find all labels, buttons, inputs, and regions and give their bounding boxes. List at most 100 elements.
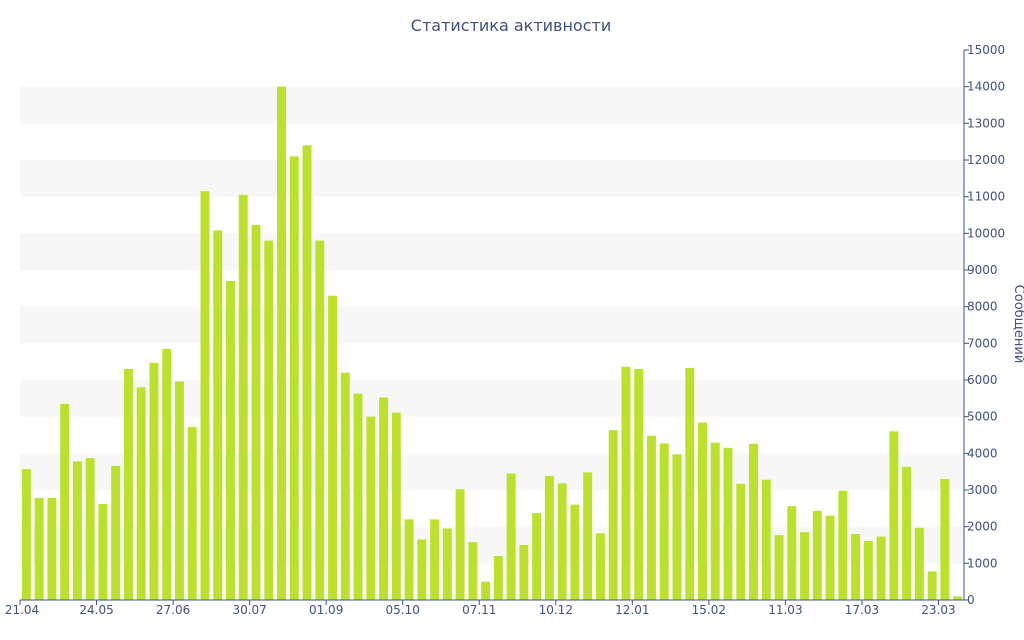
bar[interactable] <box>914 527 924 600</box>
bar[interactable] <box>876 536 886 600</box>
bar[interactable] <box>251 224 261 600</box>
x-tick-label: 30.07 <box>232 603 266 617</box>
y-tick-label: 7000 <box>967 336 998 350</box>
bar[interactable] <box>98 503 108 600</box>
bar[interactable] <box>174 381 184 600</box>
grid-band <box>20 306 964 344</box>
bar[interactable] <box>940 479 950 600</box>
bar[interactable] <box>583 472 593 600</box>
y-axis-label: Сообщений <box>1011 285 1024 364</box>
bar[interactable] <box>47 497 57 600</box>
bar[interactable] <box>187 426 197 600</box>
y-tick-label: 12000 <box>967 153 1005 167</box>
bar[interactable] <box>774 535 784 600</box>
bar[interactable] <box>213 230 223 600</box>
bar[interactable] <box>927 571 937 600</box>
bar[interactable] <box>519 545 529 600</box>
bar[interactable] <box>953 596 963 600</box>
bar[interactable] <box>838 490 848 600</box>
bar[interactable] <box>315 240 325 600</box>
x-tick-label: 21.04 <box>5 603 39 617</box>
bar[interactable] <box>72 461 82 600</box>
x-tick-label: 11.03 <box>768 603 802 617</box>
bar[interactable] <box>481 581 491 600</box>
bar[interactable] <box>506 473 516 601</box>
bar[interactable] <box>634 369 644 600</box>
y-tick-label: 4000 <box>967 446 998 460</box>
bar[interactable] <box>595 533 605 600</box>
bar[interactable] <box>685 367 695 600</box>
bar[interactable] <box>417 539 427 601</box>
y-tick-label: 13000 <box>967 116 1005 130</box>
x-tick-label: 12.01 <box>615 603 649 617</box>
bar[interactable] <box>136 387 146 600</box>
bar[interactable] <box>761 479 771 600</box>
grid-band <box>20 233 964 270</box>
x-axis-ticks: 21.04 24.05 27.06 30.07 01.09 05.10 07.11 10.12… <box>5 600 956 617</box>
bar[interactable] <box>698 422 707 600</box>
bar[interactable] <box>621 366 631 600</box>
bar[interactable] <box>493 556 503 600</box>
bar[interactable] <box>430 519 440 600</box>
bar[interactable] <box>391 412 401 600</box>
bar[interactable] <box>264 240 274 600</box>
bar[interactable] <box>34 498 44 600</box>
x-tick-label: 27.06 <box>156 603 190 617</box>
bar[interactable] <box>353 393 363 600</box>
bar[interactable] <box>825 515 835 600</box>
bar[interactable] <box>532 513 542 600</box>
x-tick-label: 07.11 <box>462 603 496 617</box>
bar[interactable] <box>404 519 414 600</box>
bar[interactable] <box>557 483 567 600</box>
grid-band <box>20 86 964 124</box>
bar[interactable] <box>200 191 210 600</box>
bar[interactable] <box>736 483 746 600</box>
bar[interactable] <box>366 416 376 600</box>
bar[interactable] <box>902 466 912 600</box>
bar[interactable] <box>570 504 580 600</box>
bar[interactable] <box>379 397 389 600</box>
bar[interactable] <box>672 454 682 600</box>
bar[interactable] <box>60 403 70 600</box>
bar[interactable] <box>710 442 720 600</box>
bar[interactable] <box>863 540 873 600</box>
bar[interactable] <box>889 431 899 600</box>
bar[interactable] <box>111 465 121 600</box>
bar[interactable] <box>21 469 31 600</box>
bar[interactable] <box>289 156 299 601</box>
bar[interactable] <box>340 372 350 600</box>
y-tick-label: 9000 <box>967 263 998 277</box>
x-tick-label: 24.05 <box>79 603 113 617</box>
grid-band <box>20 160 964 197</box>
x-tick-label: 23.03 <box>921 603 955 617</box>
bar[interactable] <box>149 362 159 600</box>
bar[interactable] <box>787 506 797 600</box>
bar[interactable] <box>646 435 656 600</box>
bar[interactable] <box>226 281 235 600</box>
bar[interactable] <box>723 447 733 600</box>
bar[interactable] <box>544 476 554 600</box>
y-tick-label: 15000 <box>967 43 1005 57</box>
bar[interactable] <box>851 534 861 600</box>
bar[interactable] <box>659 443 669 600</box>
bar[interactable] <box>302 145 312 601</box>
bar[interactable] <box>442 528 452 601</box>
bar[interactable] <box>749 443 758 600</box>
bar[interactable] <box>812 510 822 600</box>
bar[interactable] <box>455 489 465 600</box>
bar[interactable] <box>608 430 618 600</box>
bar[interactable] <box>162 348 172 600</box>
bar[interactable] <box>238 194 248 601</box>
bar[interactable] <box>123 369 133 600</box>
y-tick-label: 3000 <box>967 483 998 497</box>
bar[interactable] <box>468 542 478 600</box>
bar[interactable] <box>277 86 286 600</box>
bar[interactable] <box>328 295 338 600</box>
y-tick-label: 6000 <box>967 373 998 387</box>
bar[interactable] <box>85 458 95 600</box>
bar[interactable] <box>800 532 810 600</box>
y-tick-label: 2000 <box>967 520 998 534</box>
x-tick-label: 17.03 <box>845 603 879 617</box>
grid-band <box>20 526 964 564</box>
